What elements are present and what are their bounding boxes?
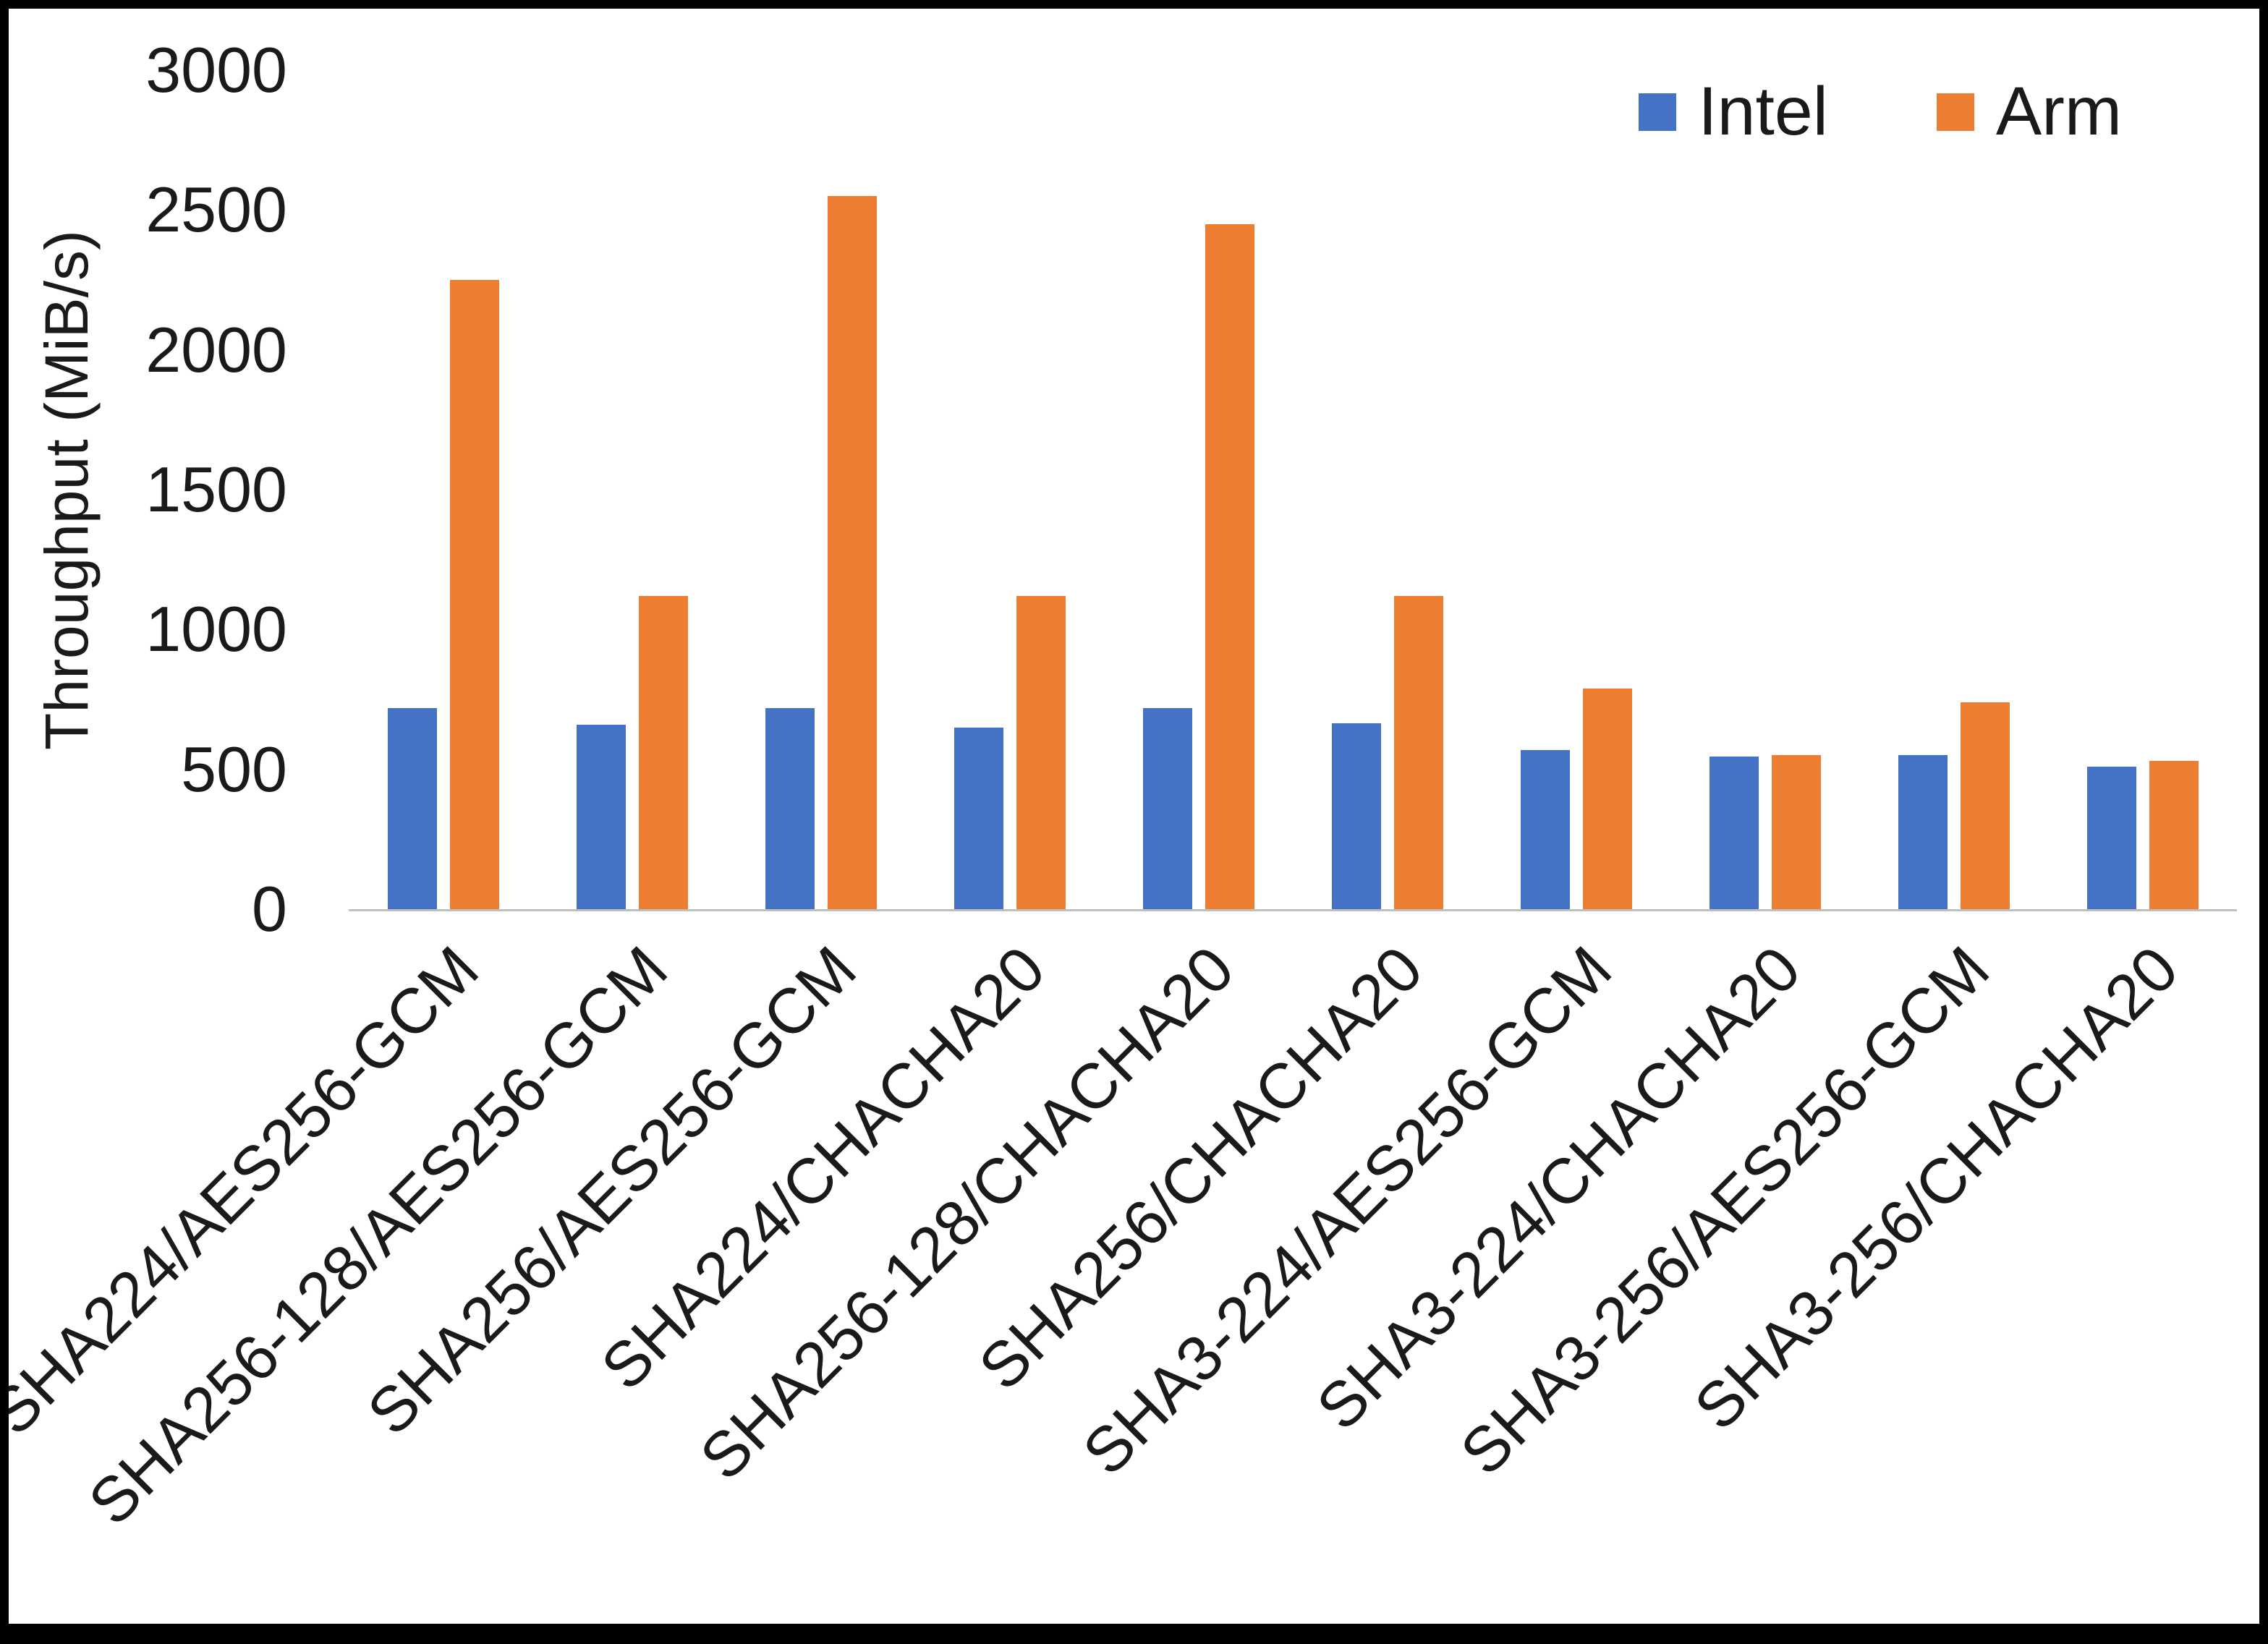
y-tick-label: 1000 xyxy=(145,593,287,665)
bar-arm xyxy=(827,196,877,909)
legend-item-intel: Intel xyxy=(1639,77,1828,146)
y-tick-label: 1500 xyxy=(145,453,287,525)
bar-arm xyxy=(638,595,688,909)
y-tick-label: 2000 xyxy=(145,313,287,386)
bar-intel xyxy=(1520,749,1570,909)
bar-intel xyxy=(765,707,815,909)
legend-swatch-intel xyxy=(1639,93,1677,131)
bar-intel xyxy=(576,724,626,909)
bar-intel xyxy=(1142,707,1192,909)
y-tick-label: 2500 xyxy=(145,174,287,246)
legend-label: Intel xyxy=(1698,73,1828,150)
bar-arm xyxy=(1960,702,2010,909)
bar-arm xyxy=(1393,595,1443,909)
y-tick-label: 3000 xyxy=(145,34,287,106)
y-tick-label: 0 xyxy=(252,873,287,945)
bar-intel xyxy=(954,727,1003,909)
y-axis-ticks: 0 500 1000 1500 2000 2500 3000 xyxy=(103,38,287,941)
bar-group xyxy=(726,70,915,909)
bar-group xyxy=(915,70,1104,909)
bar-arm xyxy=(2149,761,2199,909)
bar-group xyxy=(1482,70,1670,909)
bar-arm xyxy=(1016,595,1066,909)
y-tick-label: 500 xyxy=(181,733,287,805)
bar-group xyxy=(1104,70,1293,909)
legend-item-arm: Arm xyxy=(1936,73,2122,150)
bar-intel xyxy=(387,707,437,909)
bar-arm xyxy=(449,280,499,909)
legend: Intel Arm xyxy=(1639,77,2122,146)
legend-swatch-arm xyxy=(1936,93,1974,131)
bar-intel xyxy=(2086,766,2136,909)
bar-group xyxy=(349,70,538,909)
bar-arm xyxy=(1771,755,1821,909)
y-axis-title: Throughput (MiB/s) xyxy=(23,70,110,909)
bar-intel xyxy=(1709,757,1759,909)
bar-group xyxy=(1859,70,2048,909)
bar-group xyxy=(538,70,726,909)
bar-arm xyxy=(1582,688,1632,909)
legend-label: Arm xyxy=(1995,73,2122,150)
plot-area xyxy=(349,70,2237,911)
bar-intel xyxy=(1898,755,1948,909)
bar-group xyxy=(2048,70,2237,909)
y-axis-title-text: Throughput (MiB/s) xyxy=(32,229,101,750)
bar-arm xyxy=(1205,223,1254,909)
bar-group xyxy=(1670,70,1859,909)
x-axis-labels: SHA224/AES256-GCM SHA256-128/AES256-GCM SH… xyxy=(9,921,2237,1587)
bar-intel xyxy=(1331,723,1381,909)
bar-group xyxy=(1293,70,1482,909)
